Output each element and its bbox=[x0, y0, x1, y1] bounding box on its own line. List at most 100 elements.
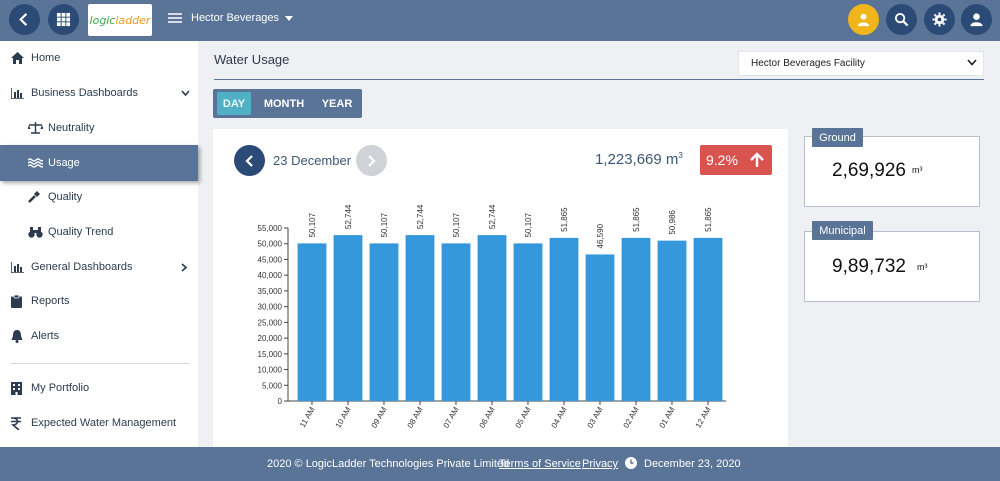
bar-data-label: 50,107 bbox=[380, 212, 389, 237]
user-icon bbox=[970, 13, 983, 27]
sidebar-item-label: General Dashboards bbox=[31, 261, 133, 273]
sidebar-item-general-dashboards[interactable]: General Dashboards bbox=[0, 250, 198, 284]
municipal-label: Municipal bbox=[812, 221, 873, 240]
chart-bar bbox=[549, 237, 579, 401]
period-month-button[interactable]: MONTH bbox=[263, 97, 305, 110]
settings-button[interactable] bbox=[924, 4, 955, 35]
municipal-value: 9,89,732 bbox=[832, 256, 906, 277]
change-value: 9.2% bbox=[706, 152, 738, 168]
water-waves-icon bbox=[28, 158, 43, 168]
x-tick-label: 10 AM bbox=[334, 405, 353, 429]
y-tick-label: 40,000 bbox=[258, 271, 283, 280]
sidebar-item-business-dashboards[interactable]: Business Dashboards bbox=[0, 76, 198, 110]
ground-unit: m³ bbox=[912, 165, 923, 175]
title-divider bbox=[214, 79, 984, 80]
search-button[interactable] bbox=[886, 4, 917, 35]
bar-data-label: 50,986 bbox=[668, 210, 677, 235]
chart-bar bbox=[477, 235, 507, 401]
chart-bar bbox=[333, 235, 363, 401]
y-tick-label: 10,000 bbox=[258, 366, 283, 375]
sidebar-item-expected-water-management[interactable]: Expected Water Management bbox=[0, 406, 198, 440]
back-button[interactable] bbox=[9, 4, 40, 35]
municipal-stat-card bbox=[804, 231, 980, 302]
bar-data-label: 46,590 bbox=[596, 223, 605, 248]
user-badge-button[interactable] bbox=[848, 4, 879, 35]
chart-bar bbox=[657, 240, 687, 401]
logo[interactable]: logic ladder bbox=[88, 4, 152, 36]
chart-bar bbox=[621, 237, 651, 401]
bar-chart-icon bbox=[11, 87, 24, 99]
search-icon bbox=[894, 12, 909, 27]
period-year-button[interactable]: YEAR bbox=[321, 97, 353, 110]
chart-bar bbox=[513, 243, 543, 401]
sidebar-item-quality[interactable]: Quality bbox=[0, 180, 198, 214]
facility-select[interactable]: Hector Beverages Facility bbox=[738, 51, 984, 76]
privacy-link[interactable]: Privacy bbox=[582, 458, 619, 470]
x-tick-label: 04 AM bbox=[550, 405, 569, 429]
period-day-button[interactable]: DAY bbox=[217, 92, 251, 115]
y-tick-label: 0 bbox=[278, 397, 283, 406]
y-tick-label: 30,000 bbox=[258, 303, 283, 312]
total-usage-value: 1,223,669 m bbox=[595, 151, 679, 168]
chevron-right-icon bbox=[181, 262, 187, 272]
sidebar-item-label: Quality bbox=[48, 191, 83, 203]
sidebar-item-label: My Portfolio bbox=[31, 382, 90, 394]
bar-data-label: 51,865 bbox=[632, 207, 641, 232]
home-icon bbox=[11, 52, 24, 64]
sidebar-item-label: Business Dashboards bbox=[31, 87, 139, 99]
eyedropper-icon bbox=[28, 191, 40, 203]
x-tick-label: 03 AM bbox=[586, 405, 605, 429]
sidebar-item-my-portfolio[interactable]: My Portfolio bbox=[0, 371, 198, 405]
sidebar-item-neutrality[interactable]: Neutrality bbox=[0, 111, 198, 145]
copyright-text: 2020 © LogicLadder Technologies Private … bbox=[267, 458, 510, 470]
sidebar-item-alerts[interactable]: Alerts bbox=[0, 319, 198, 353]
x-tick-label: 01 AM bbox=[658, 405, 677, 429]
sidebar-item-label: Usage bbox=[48, 157, 80, 169]
y-tick-label: 15,000 bbox=[258, 350, 283, 359]
bar-data-label: 50,107 bbox=[452, 212, 461, 237]
sidebar-item-label: Alerts bbox=[31, 330, 60, 342]
sidebar-item-home[interactable]: Home bbox=[0, 41, 198, 75]
profile-button[interactable] bbox=[961, 4, 992, 35]
company-list-icon bbox=[168, 13, 182, 23]
bar-data-label: 51,865 bbox=[560, 207, 569, 232]
sidebar-divider bbox=[10, 363, 190, 364]
x-tick-label: 12 AM bbox=[694, 405, 713, 429]
building-icon bbox=[11, 381, 22, 395]
x-tick-label: 09 AM bbox=[370, 405, 389, 429]
company-selector[interactable]: Hector Beverages bbox=[168, 12, 294, 24]
ground-stat-card bbox=[804, 136, 980, 207]
back-arrow-icon bbox=[19, 13, 28, 26]
rupee-icon bbox=[11, 416, 21, 430]
total-usage: 1,223,669 m3 bbox=[595, 151, 683, 168]
logo-text-ladder: ladder bbox=[115, 13, 151, 27]
chart-bar bbox=[585, 254, 615, 401]
chart-bar bbox=[441, 243, 471, 401]
sidebar-item-reports[interactable]: Reports bbox=[0, 284, 198, 318]
bar-data-label: 51,865 bbox=[704, 207, 713, 232]
chart-bar bbox=[297, 243, 327, 401]
sidebar-item-label: Neutrality bbox=[48, 122, 95, 134]
arrow-up-icon bbox=[750, 152, 764, 168]
chart-bar bbox=[693, 237, 723, 401]
footer: 2020 © LogicLadder Technologies Private … bbox=[0, 447, 1000, 481]
next-date-button[interactable] bbox=[356, 145, 387, 176]
gear-icon bbox=[932, 12, 947, 27]
sidebar-item-label: Home bbox=[31, 52, 61, 64]
ground-label: Ground bbox=[812, 128, 863, 147]
ground-value: 2,69,926 bbox=[832, 160, 906, 181]
terms-of-service-link[interactable]: Terms of Service bbox=[499, 458, 581, 470]
bar-chart-icon bbox=[11, 261, 24, 273]
page-title: Water Usage bbox=[214, 52, 290, 67]
sidebar-item-quality-trend[interactable]: Quality Trend bbox=[0, 215, 198, 249]
x-tick-label: 05 AM bbox=[514, 405, 533, 429]
previous-date-button[interactable] bbox=[234, 145, 265, 176]
grid-apps-icon bbox=[56, 12, 71, 27]
sidebar-item-usage[interactable]: Usage bbox=[0, 145, 198, 181]
period-toggle: DAY MONTH YEAR bbox=[213, 89, 362, 118]
x-tick-label: 11 AM bbox=[298, 405, 317, 429]
y-tick-label: 20,000 bbox=[258, 334, 283, 343]
x-tick-label: 07 AM bbox=[442, 405, 461, 429]
chevron-down-icon bbox=[181, 90, 190, 96]
apps-button[interactable] bbox=[48, 4, 79, 35]
